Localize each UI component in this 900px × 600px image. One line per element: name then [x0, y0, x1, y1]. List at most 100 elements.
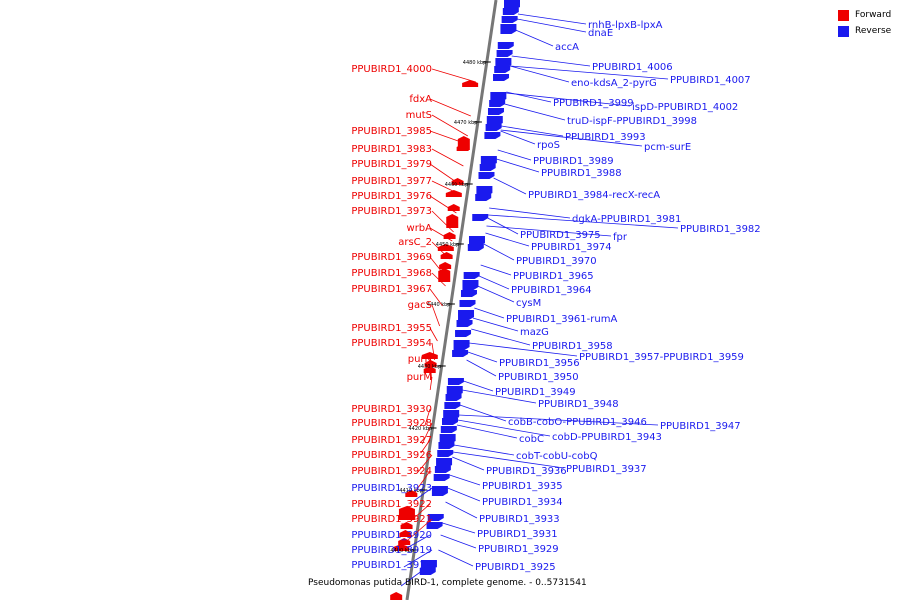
legend: Forward Reverse	[838, 8, 891, 40]
right-gene-label: PPUBIRD1_4007	[670, 75, 751, 86]
reverse-gene-block	[440, 426, 457, 433]
right-gene-label: cobT-cobU-cobQ	[516, 451, 598, 462]
right-gene-label: PPUBIRD1_3989	[533, 156, 614, 167]
right-gene-label: PPUBIRD1_3999	[553, 98, 634, 109]
right-callout-line	[487, 217, 519, 235]
right-gene-label: eno-kdsA_2-pyrG	[571, 78, 657, 89]
right-gene-label: fpr	[613, 232, 628, 243]
right-callout-line	[445, 501, 478, 519]
left-gene-label: PPUBIRD1_3979	[351, 159, 432, 170]
forward-gene-block	[445, 190, 462, 197]
scale-tick-label: 4400 kbp	[390, 548, 414, 554]
reverse-gene-block	[434, 466, 451, 473]
left-callout-line	[429, 195, 457, 214]
reverse-gene-block	[478, 172, 495, 179]
reverse-gene-block	[437, 450, 454, 457]
right-gene-label: PPUBIRD1_4006	[592, 62, 673, 73]
reverse-gene-block	[436, 458, 453, 468]
legend-reverse-label: Reverse	[855, 26, 892, 36]
right-gene-label: PPUBIRD1_3929	[478, 544, 559, 555]
right-callout-line	[504, 103, 566, 121]
right-gene-label: PPUBIRD1_3982	[680, 224, 761, 235]
scale-tick-label: 4450 kbp	[436, 242, 460, 248]
reverse-gene-block	[497, 42, 514, 49]
right-callout-line	[466, 359, 497, 377]
scale-tick-label: 4410 kbp	[399, 488, 423, 494]
left-gene-label: PPUBIRD1_3921	[351, 514, 432, 525]
right-callout-line	[452, 451, 565, 469]
forward-gene-block	[456, 144, 469, 151]
right-gene-label: PPUBIRD1_3936	[486, 466, 567, 477]
right-callout-line	[440, 534, 477, 549]
right-gene-label: PPUBIRD1_3965	[513, 271, 594, 282]
right-gene-label: dgkA-PPUBIRD1_3981	[572, 214, 681, 225]
reverse-gene-block	[494, 66, 511, 73]
left-callout-line	[431, 114, 469, 137]
left-callout-line	[413, 487, 433, 502]
right-callout-line	[517, 18, 587, 33]
right-gene-label: cobC	[519, 434, 544, 445]
left-gene-label: purM	[407, 372, 432, 383]
scale-tick-label: 4420 kbp	[409, 426, 433, 432]
reverse-gene-block	[445, 394, 462, 401]
left-gene-label: PPUBIRD1_3968	[351, 268, 432, 279]
right-gene-label: mazG	[520, 327, 549, 338]
left-gene-label: PPUBIRD1_3927	[351, 435, 432, 446]
scale-tick-label: 4460 kbp	[445, 182, 469, 188]
legend-forward: Forward	[838, 8, 891, 22]
right-callout-line	[500, 130, 536, 145]
right-callout-line	[449, 474, 481, 486]
reverse-gene-block	[438, 442, 455, 449]
reverse-strand-features	[419, 0, 520, 575]
reverse-gene-block	[500, 24, 517, 34]
genome-backbone	[405, 0, 498, 600]
scale-tick-label: 4430 kbp	[418, 364, 442, 370]
left-callout-line	[429, 98, 471, 117]
right-callout-line	[506, 92, 631, 107]
reverse-gene-block	[502, 8, 519, 15]
forward-gene-block	[443, 232, 456, 239]
left-callout-line	[429, 327, 438, 342]
left-callout-line	[431, 180, 460, 195]
right-gene-label: PPUBIRD1_3975	[520, 230, 601, 241]
left-callout-line	[431, 272, 446, 287]
right-callout-line	[438, 549, 474, 567]
right-callout-line	[496, 158, 540, 173]
left-callout-line	[414, 470, 431, 493]
forward-gene-block	[437, 244, 454, 251]
left-callout-line	[431, 68, 476, 83]
right-callout-line	[447, 487, 481, 502]
left-gene-label: wrbA	[407, 223, 433, 234]
left-callout-line	[429, 256, 448, 279]
reverse-gene-block	[504, 0, 520, 10]
right-callout-line	[510, 65, 570, 83]
reverse-gene-block	[501, 16, 518, 23]
right-callout-line	[488, 214, 679, 229]
reverse-gene-block	[489, 100, 506, 107]
forward-gene-block	[393, 544, 410, 551]
right-callout-line	[501, 125, 564, 137]
forward-gene-block	[390, 592, 403, 600]
right-gene-label: PPUBIRD1_3988	[541, 168, 622, 179]
right-callout-line	[480, 264, 512, 276]
right-callout-line	[462, 389, 537, 404]
reverse-gene-block	[453, 340, 470, 350]
left-callout-line	[431, 210, 454, 233]
right-callout-line	[453, 444, 515, 456]
left-callout-line	[424, 408, 431, 427]
forward-gene-block	[462, 80, 479, 87]
left-callout-line	[406, 534, 431, 549]
reverse-gene-block	[495, 58, 512, 68]
left-gene-label: PPUBIRD1_3923	[351, 483, 432, 494]
right-callout-line	[471, 328, 531, 346]
right-callout-line	[442, 522, 476, 534]
forward-gene-block	[451, 178, 464, 185]
reverse-gene-block	[433, 474, 450, 481]
forward-gene-block	[398, 506, 415, 520]
right-gene-label: cysM	[516, 298, 541, 309]
right-gene-label: PPUBIRD1_3950	[498, 372, 579, 383]
forward-gene-block	[423, 366, 436, 373]
right-callout-line	[457, 419, 551, 437]
left-callout-line	[431, 304, 441, 327]
